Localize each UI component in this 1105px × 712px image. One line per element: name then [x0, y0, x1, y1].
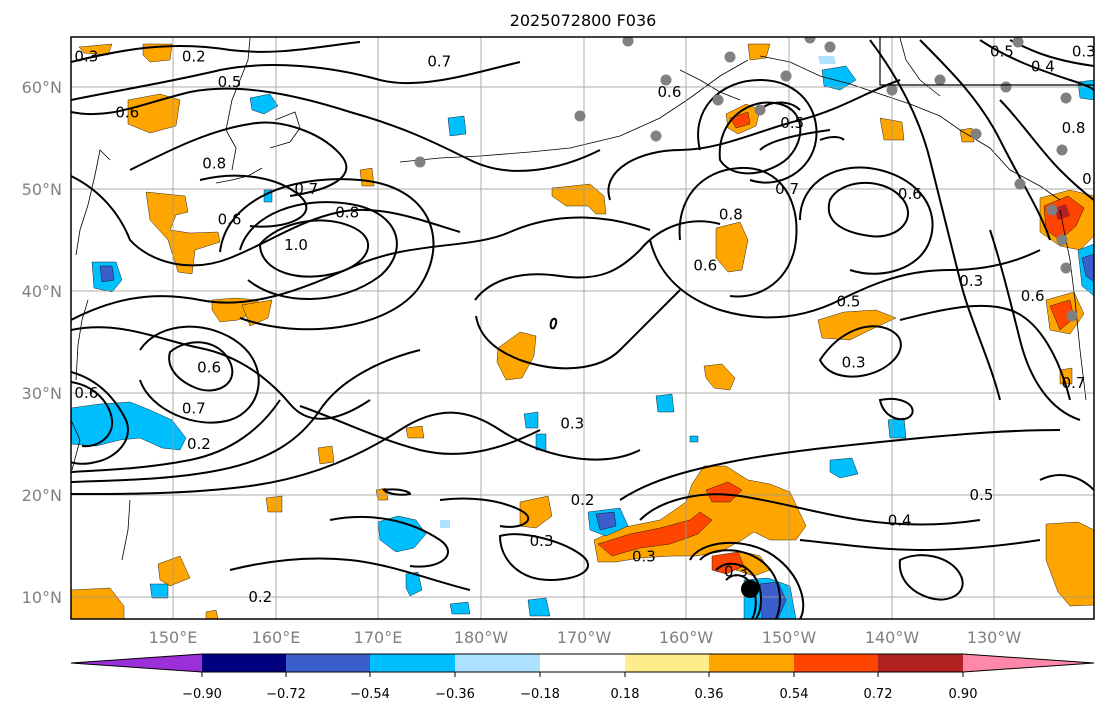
colorbar-tick-labels: −0.90 −0.72 −0.54 −0.36 −0.18 0.18 0.36 …	[182, 687, 977, 702]
contour-labels: 0.3 0.2 0.4 0.5 0.7 0.6 0.8 0.7 0.8 0.6 0.6 1.0 0.5 0…	[49, 42, 1105, 606]
contour-label: 0.8	[335, 204, 359, 222]
contour-lines	[71, 39, 1094, 619]
colorbar-tick-label: 0.54	[780, 687, 809, 702]
region-box	[879, 37, 1094, 86]
contour-label: 0.3	[632, 547, 656, 565]
lon-tick-label: 140°W	[865, 628, 920, 647]
gridlines	[71, 37, 1094, 619]
station-markers	[414, 37, 1078, 322]
colorbar-segment	[963, 654, 1094, 672]
lon-tick-label: 160°W	[659, 628, 714, 647]
map-area: 0.3 0.2 0.4 0.5 0.7 0.6 0.8 0.7 0.8 0.6 0.6 1.0 0.5 0…	[49, 37, 1105, 619]
storm-center-marker	[741, 580, 759, 598]
lon-tick-label: 170°W	[557, 628, 612, 647]
contour-label: 0.7	[182, 399, 206, 417]
contour-label: 0.7	[427, 53, 451, 71]
lon-axis: 150°E 160°E 170°E 180°W 170°W 160°W 150°…	[149, 628, 1022, 647]
lat-tick-label: 30°N	[22, 384, 62, 403]
colorbar-tick-label: 0.90	[949, 687, 978, 702]
colorbar-segment	[878, 654, 963, 672]
lat-tick-label: 40°N	[22, 282, 62, 301]
colorbar-segment	[794, 654, 878, 672]
contour-label: 0.4	[888, 512, 912, 530]
colorbar-tick-label: 0.36	[695, 687, 724, 702]
colorbar-tick-label: −0.54	[350, 687, 390, 702]
contour-label: 0.6	[898, 185, 922, 203]
contour-label: 0.5	[780, 114, 804, 132]
contour-label: 0.8	[202, 155, 226, 173]
contour-label: 0.4	[1031, 58, 1055, 76]
contour-label: 0.5	[218, 73, 242, 91]
contour-label: 1.0	[284, 236, 308, 254]
colorbar-segment	[625, 654, 709, 672]
colorbar-tick-label: −0.90	[182, 687, 222, 702]
colorbar-segment	[286, 654, 370, 672]
contour-label: 0.5	[970, 486, 994, 504]
lat-tick-label: 20°N	[22, 486, 62, 505]
contour-label: 0.2	[187, 435, 211, 453]
contour-label: 0.3	[560, 415, 584, 433]
lat-tick-label: 10°N	[22, 588, 62, 607]
colorbar-segment	[202, 654, 286, 672]
colorbar-tick-label: 0.72	[864, 687, 893, 702]
contour-label: 0.6	[74, 384, 98, 402]
contour-label: 0.2	[182, 48, 206, 66]
colorbar	[70, 653, 1095, 677]
contour-label: 0.6	[49, 195, 73, 213]
lat-tick-label: 50°N	[22, 180, 62, 199]
contour-label: 0.3	[959, 272, 983, 290]
contour-label: 0.4	[49, 313, 73, 331]
lon-tick-label: 180°W	[454, 628, 509, 647]
contour-label: 0.6	[1021, 287, 1045, 305]
contour-label: 0.2	[248, 588, 272, 606]
contour-label: 0.3	[724, 563, 748, 581]
contour-label: 0.3	[74, 48, 98, 66]
contour-label: 0.7	[1062, 374, 1086, 392]
lon-tick-label: 160°E	[252, 628, 301, 647]
colorbar-tick-label: −0.18	[520, 687, 560, 702]
colorbar-tick-label: 0.18	[611, 687, 640, 702]
contour-label: 0.6	[658, 83, 682, 101]
contour-label: 0.2	[571, 491, 595, 509]
contour-label: 0.3	[1072, 42, 1096, 60]
contour-label: 0.7	[294, 180, 318, 198]
colorbar-segment	[71, 654, 202, 672]
contour-label: 0.8	[1062, 119, 1086, 137]
lon-tick-label: 170°E	[354, 628, 403, 647]
contour-label: 0.6	[197, 359, 221, 377]
lat-tick-label: 60°N	[22, 78, 62, 97]
contour-label: 0.7	[1082, 170, 1105, 188]
figure-title: 2025072800 F036	[510, 11, 657, 30]
contour-label: 0.6	[693, 257, 717, 275]
map-frame	[70, 36, 1095, 620]
contour-label: 0.5	[837, 292, 861, 310]
colorbar-segment	[370, 654, 455, 672]
lon-tick-label: 150°E	[149, 628, 198, 647]
contour-label: 0.6	[218, 211, 242, 229]
colorbar-tick-label: −0.72	[266, 687, 306, 702]
lon-tick-label: 130°W	[967, 628, 1022, 647]
colorbar-segment	[540, 654, 625, 672]
contour-label: 0.3	[842, 354, 866, 372]
colorbar-tick-label: −0.36	[435, 687, 475, 702]
contour-label: 0.7	[775, 180, 799, 198]
contour-label: 0.5	[990, 42, 1014, 60]
lon-tick-label: 150°W	[762, 628, 817, 647]
contour-label: 0.3	[530, 532, 554, 550]
contour-label: 0.6	[115, 104, 139, 122]
colorbar-segment	[455, 654, 540, 672]
lat-axis: 60°N 50°N 40°N 30°N 20°N 10°N	[22, 78, 62, 607]
contour-label: 0.8	[719, 206, 743, 224]
colorbar-segment	[709, 654, 794, 672]
